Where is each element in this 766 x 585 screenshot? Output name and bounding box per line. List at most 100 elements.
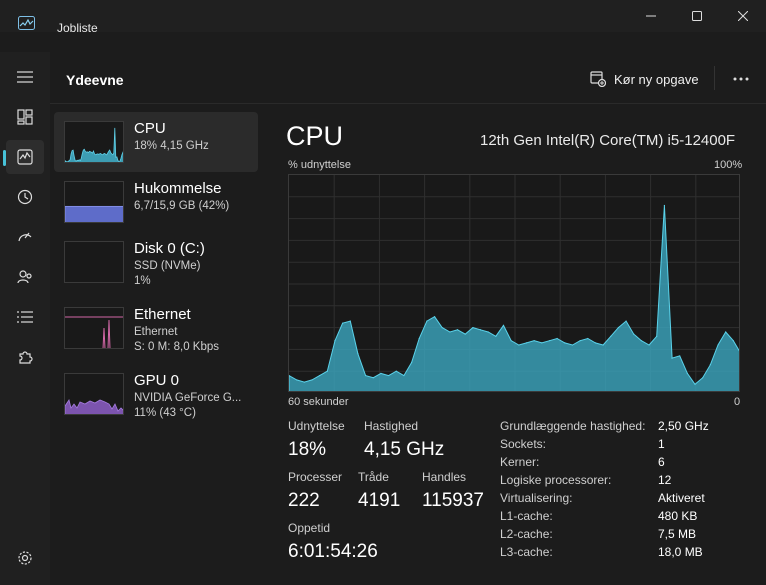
close-button[interactable]: [720, 5, 766, 27]
device-type: SSD (NVMe): [134, 260, 201, 272]
x-axis-right-label: 0: [734, 396, 741, 408]
window-title: Jobliste: [57, 21, 98, 35]
cpu-sample-point: [426, 320, 428, 322]
page-title: Ydeevne: [66, 72, 124, 88]
startup-apps-icon[interactable]: [6, 220, 44, 254]
utilization-label: Udnyttelse: [288, 419, 345, 433]
cpu-sample-point: [564, 342, 566, 344]
utilization-value: 18%: [288, 439, 327, 460]
device-gpu[interactable]: GPU 0 NVIDIA GeForce G... 11% (43 °C): [54, 364, 258, 424]
x-axis-left-label: 60 sekunder: [288, 396, 349, 408]
cpu-sample-point: [479, 329, 482, 331]
y-axis-label: % udnyttelse: [288, 159, 351, 171]
spec-cores-label: Kerner:: [500, 455, 540, 469]
cpu-sample-point: [357, 353, 359, 355]
cpu-sample-point: [487, 331, 489, 333]
task-manager-app-icon: [18, 16, 35, 35]
users-icon[interactable]: [6, 260, 44, 294]
services-puzzle-icon[interactable]: [6, 340, 44, 374]
run-new-task-button[interactable]: Kør ny opgave: [590, 66, 699, 92]
spec-base-speed-label: Grundlæggende hastighed:: [500, 419, 646, 433]
hamburger-menu-icon[interactable]: [6, 60, 44, 94]
app-history-icon[interactable]: [6, 180, 44, 214]
cpu-sample-point: [571, 344, 574, 346]
device-model: NVIDIA GeForce G...: [134, 392, 242, 404]
cpu-sample-point: [403, 374, 405, 377]
title-bar: Jobliste: [0, 0, 766, 35]
spec-l1-cache-value: 480 KB: [658, 509, 698, 523]
cpu-sample-point: [694, 383, 696, 385]
cpu-sample-point: [579, 340, 581, 342]
device-ethernet[interactable]: Ethernet Ethernet S: 0 M: 8,0 Kbps: [54, 298, 258, 358]
cpu-sample-point: [289, 374, 290, 377]
cpu-sample-point: [610, 335, 612, 337]
processes-grid-icon[interactable]: [6, 100, 44, 134]
spec-l2-cache-value: 7,5 MB: [658, 527, 697, 541]
device-name: Ethernet: [134, 306, 191, 323]
device-cpu[interactable]: CPU 18% 4,15 GHz: [54, 112, 258, 172]
header-divider: [714, 66, 715, 90]
settings-gear-icon[interactable]: [6, 541, 44, 575]
uptime-label: Oppetid: [288, 521, 331, 535]
active-indicator: [3, 150, 6, 166]
cpu-sample-point: [602, 344, 604, 346]
device-usage: 11% (43 °C): [134, 407, 196, 419]
details-list-icon[interactable]: [6, 300, 44, 334]
cpu-sample-point: [510, 340, 512, 342]
cpu-sample-point: [732, 340, 734, 342]
gpu-thumbnail-graph: [64, 373, 124, 415]
spec-base-speed-value: 2,50 GHz: [658, 419, 709, 433]
threads-value: 4191: [358, 490, 401, 511]
cpu-sample-point: [686, 372, 688, 374]
spec-cores-value: 6: [658, 455, 665, 469]
cpu-sample-point: [326, 370, 328, 372]
cpu-sample-point: [640, 340, 643, 342]
spec-logical-processors-value: 12: [658, 473, 672, 487]
spec-l3-cache-label: L3-cache:: [500, 545, 553, 559]
device-type: Ethernet: [134, 326, 178, 338]
more-options-button[interactable]: [728, 66, 754, 92]
cpu-sample-point: [410, 361, 413, 364]
cpu-utilization-chart: [288, 174, 740, 392]
cpu-sample-point: [387, 374, 390, 377]
cpu-sample-point: [296, 379, 298, 381]
cpu-sample-point: [334, 340, 336, 342]
cpu-sample-point: [671, 357, 673, 359]
device-name: GPU 0: [134, 372, 180, 389]
cpu-sample-point: [648, 344, 650, 346]
speed-label: Hastighed: [364, 419, 419, 433]
cpu-sample-point: [663, 204, 665, 207]
cpu-sample-point: [556, 337, 558, 340]
cpu-sample-point: [495, 335, 497, 337]
cpu-model: 12th Gen Intel(R) Core(TM) i5-12400F: [480, 132, 736, 149]
cpu-sample-point: [311, 379, 313, 381]
cpu-sample-point: [342, 322, 344, 324]
speed-value: 4,15 GHz: [364, 439, 445, 460]
spec-virtualization-value: Aktiveret: [658, 491, 705, 505]
maximize-button[interactable]: [674, 5, 720, 27]
cpu-sample-point: [380, 372, 382, 374]
spec-l2-cache-label: L2-cache:: [500, 527, 553, 541]
cpu-sample-point: [725, 331, 727, 333]
cpu-utilization-svg: [289, 175, 739, 391]
cpu-sample-point: [319, 374, 321, 377]
device-detail: 18% 4,15 GHz: [134, 140, 209, 152]
spec-l1-cache-label: L1-cache:: [500, 509, 553, 523]
cpu-sample-point: [456, 329, 459, 331]
cpu-sample-point: [472, 327, 474, 329]
device-memory[interactable]: Hukommelse 6,7/15,9 GB (42%): [54, 172, 258, 232]
navigation-rail: [0, 52, 50, 585]
device-name: CPU: [134, 120, 166, 137]
cpu-sample-point: [717, 344, 719, 346]
cpu-sample-point: [303, 381, 305, 383]
handles-label: Handles: [422, 470, 467, 484]
minimize-button[interactable]: [628, 5, 674, 27]
cpu-sample-point: [548, 340, 551, 342]
device-throughput: S: 0 M: 8,0 Kbps: [134, 341, 220, 353]
performance-chart-icon[interactable]: [6, 140, 44, 174]
cpu-sample-point: [594, 342, 597, 344]
cpu-sample-point: [633, 333, 635, 335]
uptime-value: 6:01:54:26: [288, 541, 378, 562]
device-disk[interactable]: Disk 0 (C:) SSD (NVMe) 1%: [54, 232, 258, 292]
cpu-thumbnail-graph: [64, 121, 124, 163]
